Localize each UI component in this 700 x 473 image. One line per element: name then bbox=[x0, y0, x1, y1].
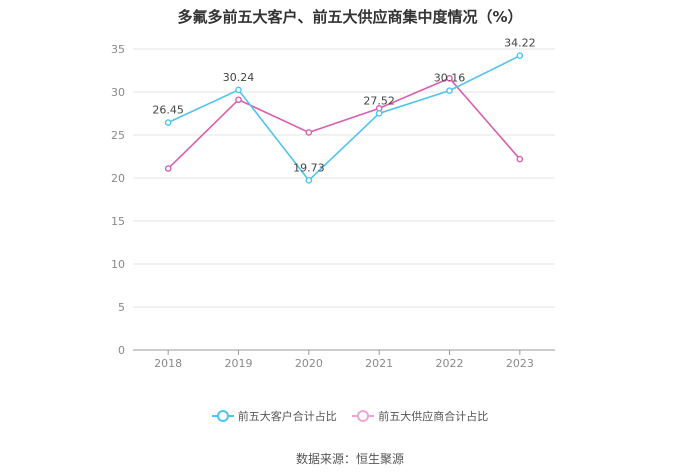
data-label: 34.22 bbox=[504, 37, 536, 50]
legend: 前五大客户合计占比 前五大供应商合计占比 bbox=[0, 408, 700, 425]
y-tick-label: 5 bbox=[118, 301, 125, 314]
legend-item-customers[interactable]: 前五大客户合计占比 bbox=[211, 408, 337, 424]
y-tick-label: 15 bbox=[111, 215, 125, 228]
data-point bbox=[446, 87, 453, 94]
data-point bbox=[235, 96, 242, 104]
data-point bbox=[235, 86, 242, 94]
data-label: 19.73 bbox=[293, 161, 325, 174]
legend-marker-suppliers bbox=[352, 410, 375, 422]
series-line bbox=[167, 77, 521, 170]
x-tick-label: 2020 bbox=[295, 357, 323, 370]
data-point bbox=[446, 74, 453, 82]
source-note: 数据来源：恒生聚源 bbox=[295, 452, 404, 466]
x-tick-label: 2023 bbox=[506, 357, 534, 370]
chart-title: 多氟多前五大客户、前五大供应商集中度情况（%） bbox=[177, 8, 523, 26]
data-point bbox=[516, 52, 524, 60]
y-tick-label: 20 bbox=[111, 172, 125, 185]
data-point bbox=[516, 155, 524, 163]
data-point bbox=[164, 165, 172, 172]
y-tick-label: 30 bbox=[111, 86, 125, 99]
legend-label-suppliers: 前五大供应商合计占比 bbox=[378, 410, 489, 423]
y-tick-label: 0 bbox=[118, 344, 125, 357]
data-label: 26.45 bbox=[152, 104, 184, 117]
series-line bbox=[167, 54, 521, 182]
legend-marker-customers bbox=[211, 410, 234, 422]
data-point bbox=[305, 129, 313, 136]
y-tick-label: 10 bbox=[111, 258, 125, 271]
data-label: 30.16 bbox=[434, 72, 466, 85]
data-label: 30.24 bbox=[223, 71, 255, 84]
x-tick-label: 2021 bbox=[365, 357, 393, 370]
y-tick-label: 25 bbox=[111, 129, 125, 142]
legend-item-suppliers[interactable]: 前五大供应商合计占比 bbox=[352, 408, 488, 424]
data-point bbox=[375, 110, 383, 117]
data-label: 27.52 bbox=[363, 94, 395, 107]
x-tick-label: 2019 bbox=[225, 357, 253, 370]
y-tick-label: 35 bbox=[111, 43, 125, 56]
x-tick-label: 2022 bbox=[436, 357, 464, 370]
data-point bbox=[305, 177, 313, 184]
legend-label-customers: 前五大客户合计占比 bbox=[237, 410, 337, 423]
x-tick-label: 2018 bbox=[154, 357, 182, 370]
data-point bbox=[164, 119, 172, 126]
